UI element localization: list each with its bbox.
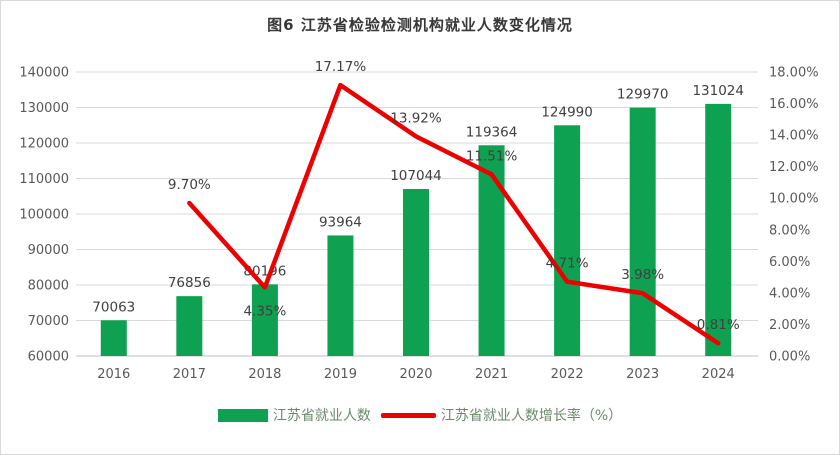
line-value-label: 9.70% [168,177,211,193]
x-axis-label: 2016 [97,367,130,382]
right-axis-tick-label: 16.00% [769,97,819,112]
x-axis-label: 2020 [399,367,432,382]
bar-value-label: 107044 [390,168,442,184]
x-axis-label: 2021 [475,367,508,382]
bar-value-label: 76856 [168,275,211,291]
chart-title: 图6 江苏省检验检测机构就业人数变化情况 [267,16,573,34]
left-axis-tick-label: 120000 [19,137,69,152]
bar-series-swatch-icon [217,408,268,422]
bar [554,125,581,357]
line-value-label: 4.35% [243,303,286,319]
x-axis-label: 2022 [551,367,584,382]
bar-value-label: 129970 [617,87,669,103]
bar-value-label: 131024 [692,83,744,99]
x-axis-label: 2017 [173,367,206,382]
line-series-swatch-icon [380,412,436,418]
line-value-label: 17.17% [315,59,367,75]
line-value-label: 0.81% [697,317,740,333]
left-axis-tick-label: 110000 [19,172,69,187]
bar [327,235,354,356]
right-axis-tick-label: 8.00% [769,223,810,238]
bar-value-label: 70063 [92,299,135,315]
bar-value-label: 93964 [319,214,362,230]
bar [176,296,203,356]
left-axis-tick-label: 140000 [19,66,69,81]
right-axis-tick-label: 18.00% [769,66,819,81]
left-axis-tick-label: 130000 [19,101,69,116]
x-axis-label: 2023 [626,367,659,382]
bar [403,188,429,356]
line-value-label: 3.98% [621,267,664,283]
x-axis-label: 2024 [702,367,735,382]
legend-item-employment: 江苏省就业人数 [217,405,371,425]
line-value-label: 4.71% [546,256,589,272]
growth-rate-line [187,82,721,346]
x-axis-label: 2018 [248,367,281,382]
left-axis-tick-label: 100000 [19,208,69,223]
right-axis-tick-label: 14.00% [769,129,819,144]
line-value-label: 13.92% [390,110,442,126]
bar [478,145,505,356]
right-axis-tick-label: 0.00% [769,350,810,365]
bar-value-label: 119364 [466,124,518,140]
left-axis-tick-label: 70000 [28,314,69,329]
right-axis-tick-label: 12.00% [769,160,819,175]
right-axis-tick-label: 6.00% [769,255,810,270]
left-axis-tick-label: 90000 [28,243,69,258]
legend-label-growth-rate: 江苏省就业人数增长率（%） [440,408,623,424]
bar-value-label: 124990 [541,104,593,120]
left-axis-tick-label: 80000 [28,279,69,294]
right-axis-tick-label: 4.00% [769,286,810,301]
left-axis-tick-label: 60000 [28,350,69,365]
line-value-label: 11.51% [466,148,518,164]
bar [705,103,732,356]
legend-label-employment: 江苏省就业人数 [272,408,371,424]
right-axis-tick-label: 10.00% [769,192,819,207]
legend-item-growth-rate: 江苏省就业人数增长率（%） [380,405,623,425]
bar [629,107,656,356]
right-axis-tick-label: 2.00% [769,318,810,333]
bar [251,284,278,356]
x-axis-label: 2019 [324,367,357,382]
legend: 江苏省就业人数 江苏省就业人数增长率（%） [1,405,839,425]
bar [100,320,127,356]
